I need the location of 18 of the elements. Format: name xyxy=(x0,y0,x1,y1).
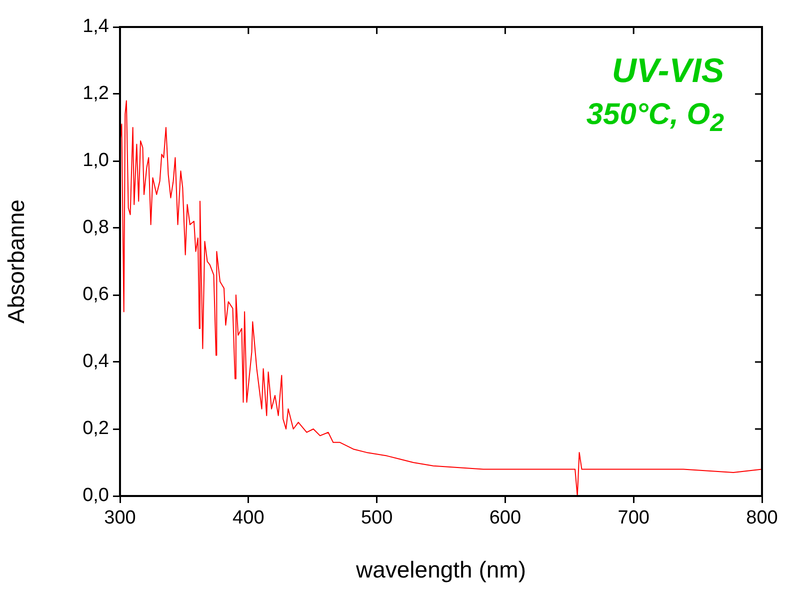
x-tick-label: 800 xyxy=(746,508,778,529)
y-tick-label: 0,4 xyxy=(82,351,110,372)
y-axis-title: Absorbanne xyxy=(3,199,30,324)
y-tick-label: 0,2 xyxy=(82,418,109,440)
y-tick-label: 1,2 xyxy=(82,83,109,104)
x-tick-label: 300 xyxy=(104,508,136,529)
y-tick-label: 1,4 xyxy=(82,16,110,38)
x-tick-label: 600 xyxy=(489,508,522,529)
x-tick-label: 400 xyxy=(232,508,264,529)
annotation: 350°C, O$_{2}$ xyxy=(586,98,724,138)
y-tick-label: 1,0 xyxy=(82,150,109,172)
x-axis-title: wavelength (nm) xyxy=(354,556,526,583)
y-tick-label: 0,0 xyxy=(82,485,109,506)
y-tick-label: 0,6 xyxy=(82,284,109,306)
x-tick-label: 500 xyxy=(360,508,393,529)
y-tick-label: 0,8 xyxy=(82,217,109,238)
annotation: UV-VIS xyxy=(612,52,724,91)
x-tick-label: 700 xyxy=(618,508,650,529)
